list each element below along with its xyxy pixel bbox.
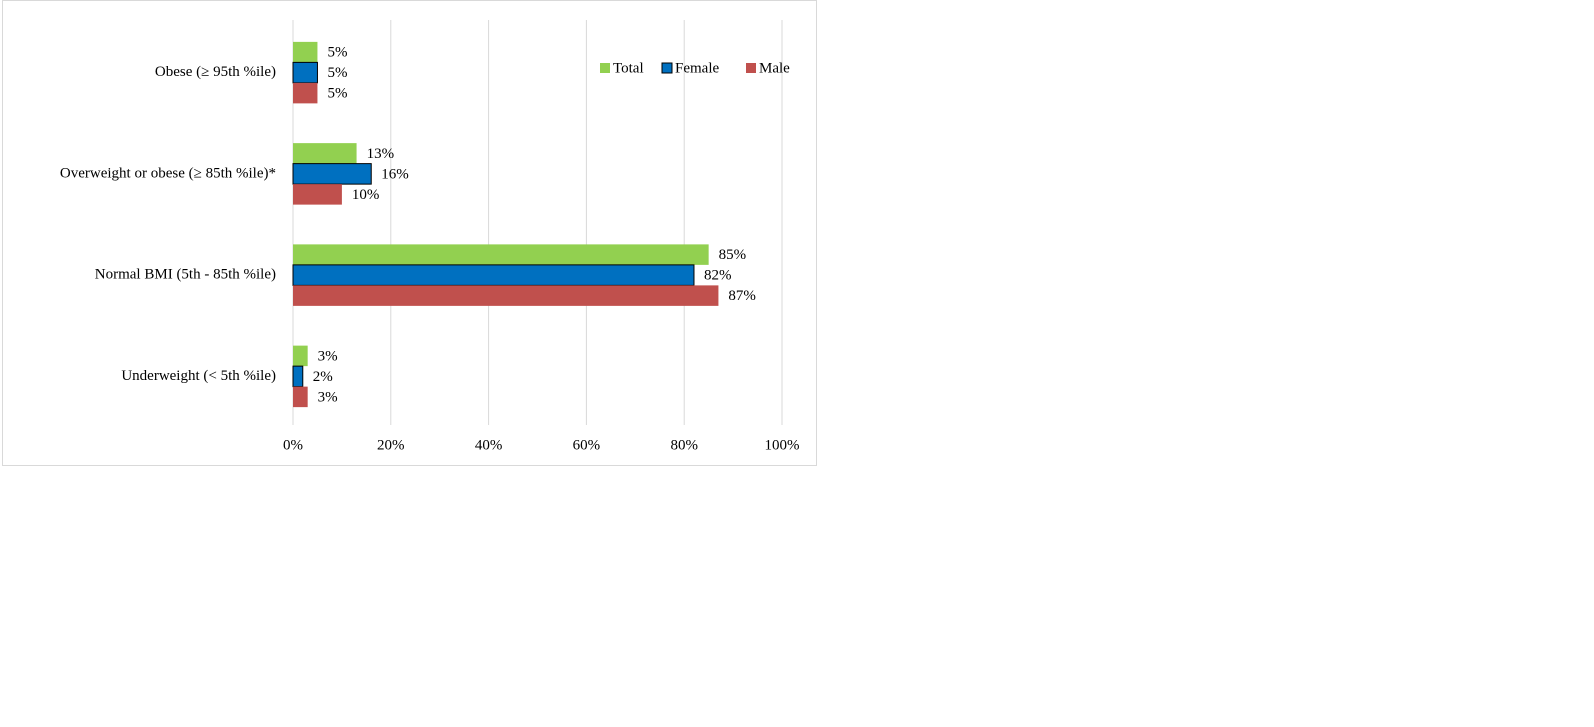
- x-tick-label: 60%: [573, 437, 601, 453]
- data-label: 87%: [728, 288, 756, 304]
- legend-swatch: [600, 63, 610, 73]
- bar: [293, 345, 308, 367]
- bar: [292, 365, 304, 388]
- legend-swatch: [661, 62, 673, 74]
- bar: [293, 285, 719, 306]
- bar: [293, 184, 342, 205]
- data-label: 16%: [381, 166, 409, 182]
- x-tick-label: 0%: [283, 437, 303, 453]
- y-tick-label: Underweight (< 5th %ile): [121, 368, 276, 384]
- chart-frame: [2, 0, 817, 466]
- data-label: 3%: [318, 389, 338, 405]
- bar: [293, 386, 308, 408]
- x-tick-label: 100%: [765, 437, 800, 453]
- bar: [293, 82, 318, 104]
- y-tick-label: Overweight or obese (≥ 85th %ile)*: [60, 165, 276, 181]
- legend-swatch: [746, 63, 756, 73]
- data-label: 5%: [327, 45, 347, 61]
- bar: [293, 143, 357, 164]
- bar: [292, 61, 318, 84]
- bar: [293, 244, 709, 265]
- y-tick-label: Normal BMI (5th - 85th %ile): [95, 267, 276, 283]
- x-tick-label: 20%: [377, 437, 405, 453]
- data-label: 13%: [367, 146, 395, 162]
- data-label: 5%: [327, 65, 347, 81]
- x-tick-label: 80%: [670, 437, 698, 453]
- legend-label: Female: [675, 60, 719, 76]
- data-label: 3%: [318, 348, 338, 364]
- data-label: 5%: [327, 86, 347, 102]
- data-label: 2%: [313, 369, 333, 385]
- bar: [293, 41, 318, 63]
- legend-label: Total: [613, 60, 644, 76]
- legend-label: Male: [759, 60, 790, 76]
- bar: [292, 264, 695, 286]
- data-label: 85%: [719, 247, 747, 263]
- y-tick-label: Obese (≥ 95th %ile): [155, 64, 276, 80]
- bar: [292, 163, 372, 185]
- data-label: 82%: [704, 268, 732, 284]
- x-tick-label: 40%: [475, 437, 503, 453]
- data-label: 10%: [352, 187, 380, 203]
